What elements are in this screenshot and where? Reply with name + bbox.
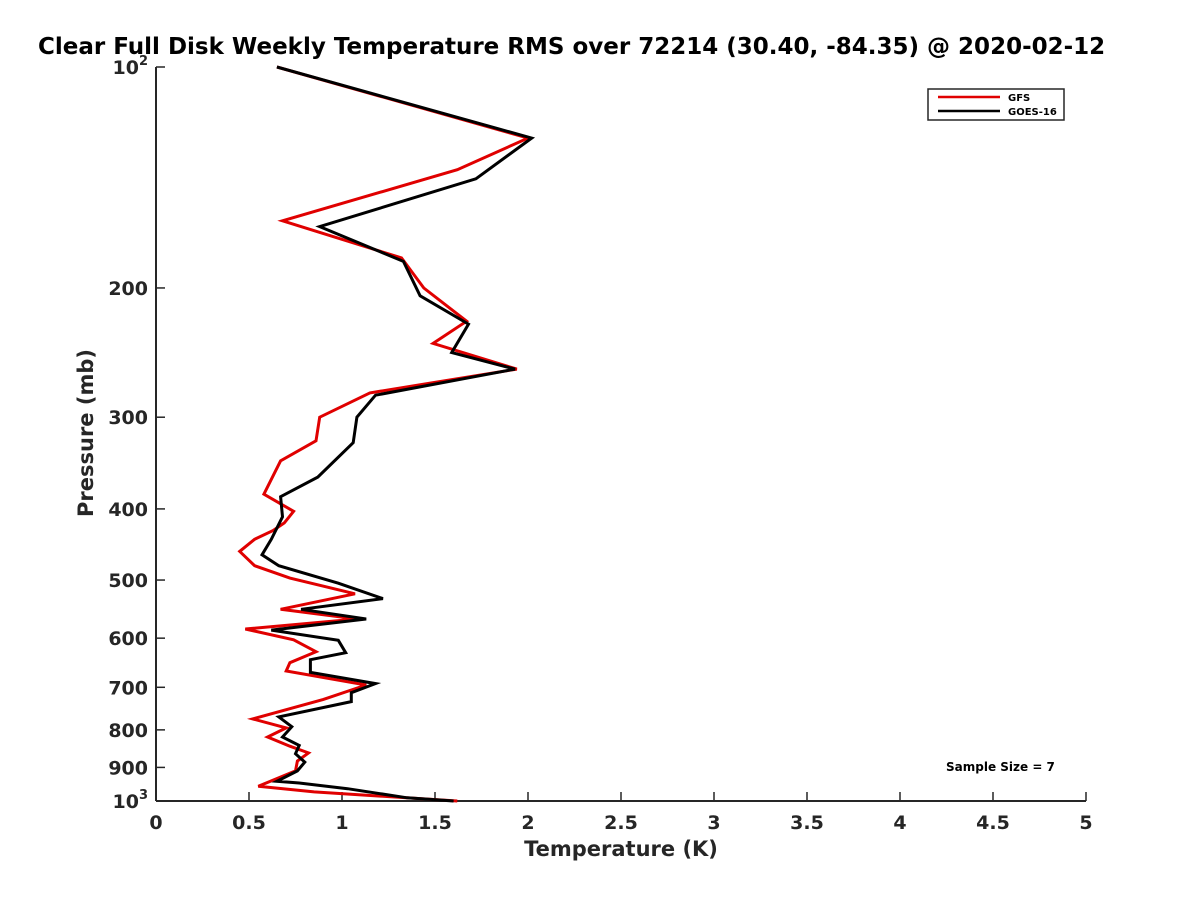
x-tick-label: 1.5 bbox=[418, 812, 452, 834]
y-axis-title: Pressure (mb) bbox=[74, 349, 98, 517]
x-tick-label: 0 bbox=[149, 812, 162, 834]
y-tick-label: 500 bbox=[108, 570, 148, 592]
y-tick-label: 700 bbox=[108, 677, 148, 699]
x-tick-label: 3 bbox=[707, 812, 720, 834]
plot-area: 0 0.5 1 1.5 2 2.5 3 3.5 4 4.5 5 102 200 300 400 500 600… bbox=[108, 54, 1092, 834]
y-tick-label: 800 bbox=[108, 720, 148, 742]
x-tick-label: 2 bbox=[521, 812, 534, 834]
y-tick-label: 600 bbox=[108, 628, 148, 650]
x-tick-label: 0.5 bbox=[232, 812, 266, 834]
y-tick-label: 300 bbox=[108, 407, 148, 429]
legend-label-gfs: GFS bbox=[1008, 93, 1030, 104]
sample-size-annotation: Sample Size = 7 bbox=[946, 760, 1055, 774]
x-tick-label: 1 bbox=[335, 812, 348, 834]
series-line-goes16 bbox=[259, 65, 536, 803]
y-ticks: 102 200 300 400 500 600 700 800 900 103 bbox=[108, 54, 165, 813]
x-axis-title: Temperature (K) bbox=[524, 837, 718, 861]
x-tick-label: 5 bbox=[1079, 812, 1092, 834]
y-tick-label: 900 bbox=[108, 757, 148, 779]
legend-box bbox=[927, 88, 1065, 121]
y-tick-label: 400 bbox=[108, 499, 148, 521]
series-line-gfs bbox=[237, 65, 533, 803]
y-tick-label: 200 bbox=[108, 278, 148, 300]
y-tick-label: 103 bbox=[113, 788, 149, 813]
series-lines bbox=[237, 65, 536, 803]
legend: GFS GOES-16 bbox=[927, 88, 1065, 121]
x-tick-label: 4.5 bbox=[976, 812, 1010, 834]
x-tick-label: 2.5 bbox=[604, 812, 638, 834]
chart-title: Clear Full Disk Weekly Temperature RMS o… bbox=[38, 34, 1105, 60]
x-tick-label: 4 bbox=[893, 812, 906, 834]
y-tick-label: 102 bbox=[113, 54, 149, 79]
x-tick-label: 3.5 bbox=[790, 812, 824, 834]
x-ticks: 0 0.5 1 1.5 2 2.5 3 3.5 4 4.5 5 bbox=[149, 792, 1093, 834]
legend-label-goes16: GOES-16 bbox=[1008, 107, 1057, 118]
